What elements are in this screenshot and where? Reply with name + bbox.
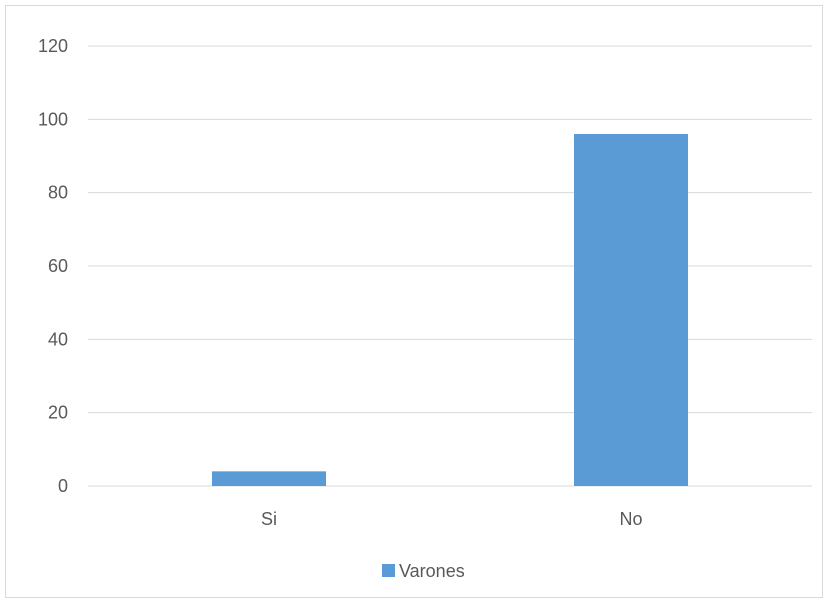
gridlines xyxy=(88,45,812,487)
legend-swatch-varones xyxy=(382,564,395,577)
y-axis-tick-labels: 0 20 40 60 80 100 120 xyxy=(38,36,68,496)
x-tick-label-si: Si xyxy=(261,509,277,529)
legend-label-varones: Varones xyxy=(399,561,465,581)
x-tick-label-no: No xyxy=(619,509,642,529)
y-tick-label-20: 20 xyxy=(48,403,68,423)
bar-no xyxy=(574,134,688,486)
bar-si xyxy=(212,471,326,486)
y-tick-label-120: 120 xyxy=(38,36,68,56)
legend: Varones xyxy=(382,561,465,581)
y-tick-label-60: 60 xyxy=(48,256,68,276)
y-tick-label-0: 0 xyxy=(58,476,68,496)
bars xyxy=(212,134,688,486)
y-tick-label-40: 40 xyxy=(48,329,68,349)
y-tick-label-80: 80 xyxy=(48,183,68,203)
x-axis-tick-labels: Si No xyxy=(261,509,643,529)
y-tick-label-100: 100 xyxy=(38,109,68,129)
